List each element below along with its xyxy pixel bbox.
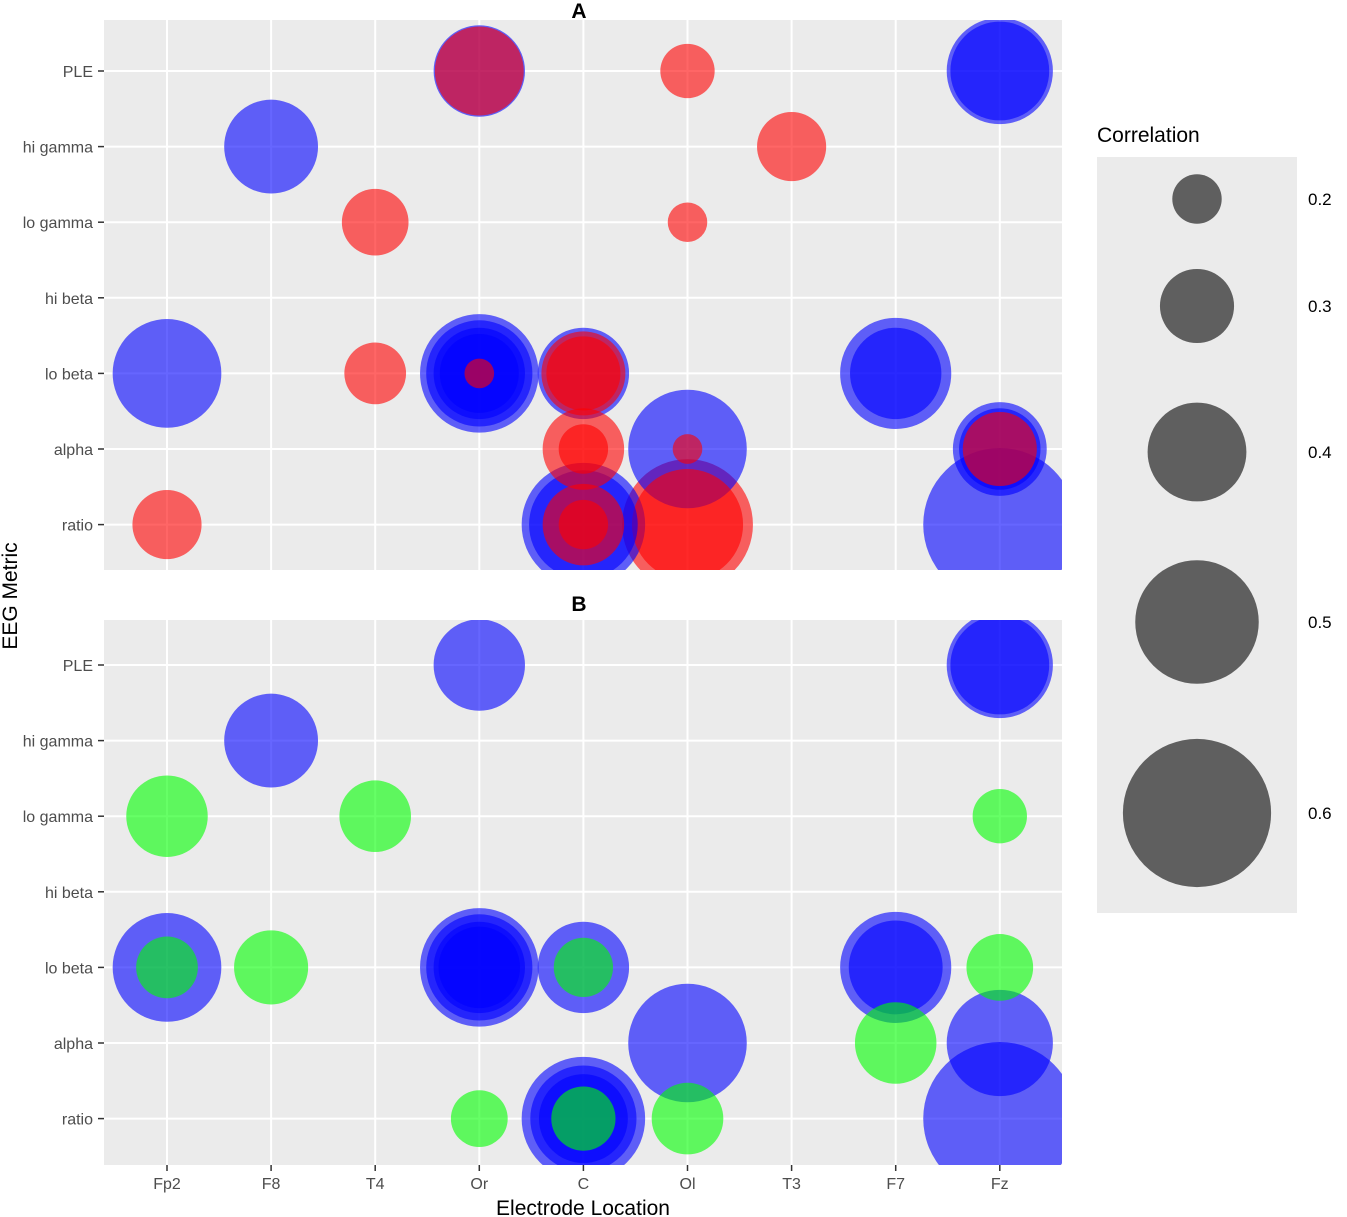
legend-key-0-4 bbox=[1147, 402, 1247, 502]
panel-b-bubble-f7-lo-beta-blue bbox=[848, 920, 943, 1015]
panel-b-bubble-fz-alpha-blue bbox=[946, 989, 1053, 1097]
panel-b-y-tick-label-hi-beta: hi beta bbox=[45, 885, 93, 902]
legend-key-0-2 bbox=[1172, 174, 1222, 224]
x-tick-label-ol: Ol bbox=[680, 1176, 696, 1193]
panel-b-bubble-fz-lo-beta-green bbox=[966, 934, 1034, 1001]
x-tick-label-or: Or bbox=[470, 1176, 488, 1193]
panel-a-bubble-fp2-ratio-red bbox=[132, 490, 202, 560]
panel-b-title: B bbox=[571, 593, 586, 616]
legend-keys: 0.2 0.3 0.4 0.5 0.6 bbox=[1122, 174, 1332, 888]
panel-b-bubble-fp2-lo-gamma-green bbox=[126, 775, 208, 857]
legend-key-0-3 bbox=[1159, 268, 1235, 344]
panel-a: A PLE hi gamma lo gamma hi beta lo beta alpha… bbox=[23, 0, 1062, 570]
panel-b-y-tick-label-lo-gamma: lo gamma bbox=[23, 809, 93, 826]
panel-a-bubble-c-lo-beta-red bbox=[546, 336, 621, 411]
panel-a-bubble-ol-ple-red bbox=[660, 43, 715, 99]
panel-a-bubble-ol-ratio-red bbox=[631, 469, 744, 570]
legend-title: Correlation bbox=[1097, 124, 1200, 147]
x-tick-label-fz: Fz bbox=[991, 1176, 1009, 1193]
panel-b-bubble-ol-ratio-green bbox=[651, 1082, 724, 1155]
x-tick-label-fp2: Fp2 bbox=[153, 1176, 181, 1193]
legend-label-0-5: 0.5 bbox=[1308, 613, 1332, 632]
panel-a-y-tick-label-ple: PLE bbox=[63, 64, 93, 81]
legend-label-0-2: 0.2 bbox=[1308, 190, 1332, 209]
panel-b-bubble-fp2-lo-beta-green bbox=[136, 936, 198, 999]
panel-a-bubble-c-ratio-red bbox=[558, 499, 609, 550]
x-tick-label-f8: F8 bbox=[262, 1176, 281, 1193]
legend: Correlation 0.2 0.3 0.4 0.5 0.6 bbox=[1097, 124, 1332, 913]
panel-a-bubbles bbox=[112, 20, 1062, 570]
panel-b-y-tick-label-ratio: ratio bbox=[62, 1112, 93, 1129]
panel-b-bubble-c-ratio-green bbox=[551, 1086, 616, 1151]
legend-label-0-4: 0.4 bbox=[1308, 443, 1332, 462]
panel-b-bubble-c-lo-beta-green bbox=[553, 937, 614, 998]
panel-b-bubble-or-ratio-green bbox=[450, 1090, 508, 1148]
panel-b: B PLE hi gamma lo gamma hi beta lo beta alpha… bbox=[23, 593, 1062, 1165]
panel-a-bubble-t4-lo-gamma-red bbox=[341, 188, 409, 256]
y-axis-title: EEG Metric bbox=[0, 542, 22, 649]
panel-b-y-tick-label-ple: PLE bbox=[63, 658, 93, 675]
panel-a-y-tick-label-lo-beta: lo beta bbox=[45, 366, 93, 383]
panel-b-bubble-f8-lo-beta-green bbox=[234, 930, 309, 1005]
panel-a-bubble-ol-alpha-red bbox=[672, 434, 703, 464]
panel-a-bubble-fp2-lo-beta-blue bbox=[112, 319, 222, 428]
panel-b-bubble-ol-alpha-blue bbox=[628, 983, 747, 1103]
panel-b-y-tick-label-alpha: alpha bbox=[54, 1036, 93, 1053]
panel-b-bubble-t4-lo-gamma-green bbox=[339, 780, 412, 853]
x-tick-label-f7: F7 bbox=[886, 1176, 905, 1193]
panel-a-y-axis: PLE hi gamma lo gamma hi beta lo beta alpha ra… bbox=[23, 64, 104, 535]
panel-a-bubble-or-lo-beta-red bbox=[464, 358, 495, 389]
panel-a-y-tick-label-hi-gamma: hi gamma bbox=[23, 140, 93, 157]
panel-a-bubble-or-ple-red bbox=[434, 26, 524, 116]
legend-label-0-3: 0.3 bbox=[1308, 297, 1332, 316]
panel-b-bubble-or-ple-blue bbox=[433, 620, 525, 711]
panel-a-bubble-c-alpha-red bbox=[558, 424, 609, 474]
panel-b-bubble-fz-ple-blue bbox=[950, 620, 1050, 715]
x-tick-label-t3: T3 bbox=[782, 1176, 801, 1193]
panel-b-bubble-f8-hi-gamma-blue bbox=[224, 693, 319, 788]
panel-a-bubble-fz-alpha-red bbox=[962, 411, 1037, 487]
panel-a-y-tick-label-hi-beta: hi beta bbox=[45, 291, 93, 308]
x-axis: Fp2 F8 T4 Or C Ol T3 F7 Fz bbox=[153, 1165, 1009, 1193]
x-tick-label-c: C bbox=[578, 1176, 590, 1193]
panel-b-bubble-or-lo-beta-blue bbox=[438, 926, 521, 1009]
panel-a-bubble-t4-lo-beta-red bbox=[344, 342, 407, 405]
panel-a-bubble-fz-ple-blue bbox=[950, 21, 1050, 121]
panel-b-y-axis: PLE hi gamma lo gamma hi beta lo beta alpha ra… bbox=[23, 658, 104, 1129]
panel-b-bubbles bbox=[112, 620, 1062, 1165]
panel-b-y-tick-label-lo-beta: lo beta bbox=[45, 960, 93, 977]
x-axis-title: Electrode Location bbox=[496, 1197, 670, 1217]
legend-key-0-5 bbox=[1135, 560, 1259, 684]
panel-a-y-tick-label-lo-gamma: lo gamma bbox=[23, 215, 93, 232]
panel-a-bubble-t3-hi-gamma-red bbox=[757, 112, 827, 182]
panel-a-bubble-f8-hi-gamma-blue bbox=[224, 99, 319, 194]
panel-a-bubble-f7-lo-beta-blue bbox=[850, 327, 942, 420]
panel-a-title: A bbox=[571, 0, 586, 23]
panel-b-bubble-f7-alpha-green bbox=[854, 1002, 937, 1084]
x-tick-label-t4: T4 bbox=[366, 1176, 385, 1193]
legend-key-0-6 bbox=[1122, 738, 1272, 888]
panel-a-y-tick-label-ratio: ratio bbox=[62, 518, 93, 535]
panel-a-bubble-ol-lo-gamma-red bbox=[667, 202, 708, 242]
legend-label-0-6: 0.6 bbox=[1308, 804, 1332, 823]
panel-a-y-tick-label-alpha: alpha bbox=[54, 442, 93, 459]
panel-b-bubble-fz-lo-gamma-green bbox=[972, 789, 1027, 844]
panel-b-y-tick-label-hi-gamma: hi gamma bbox=[23, 734, 93, 751]
